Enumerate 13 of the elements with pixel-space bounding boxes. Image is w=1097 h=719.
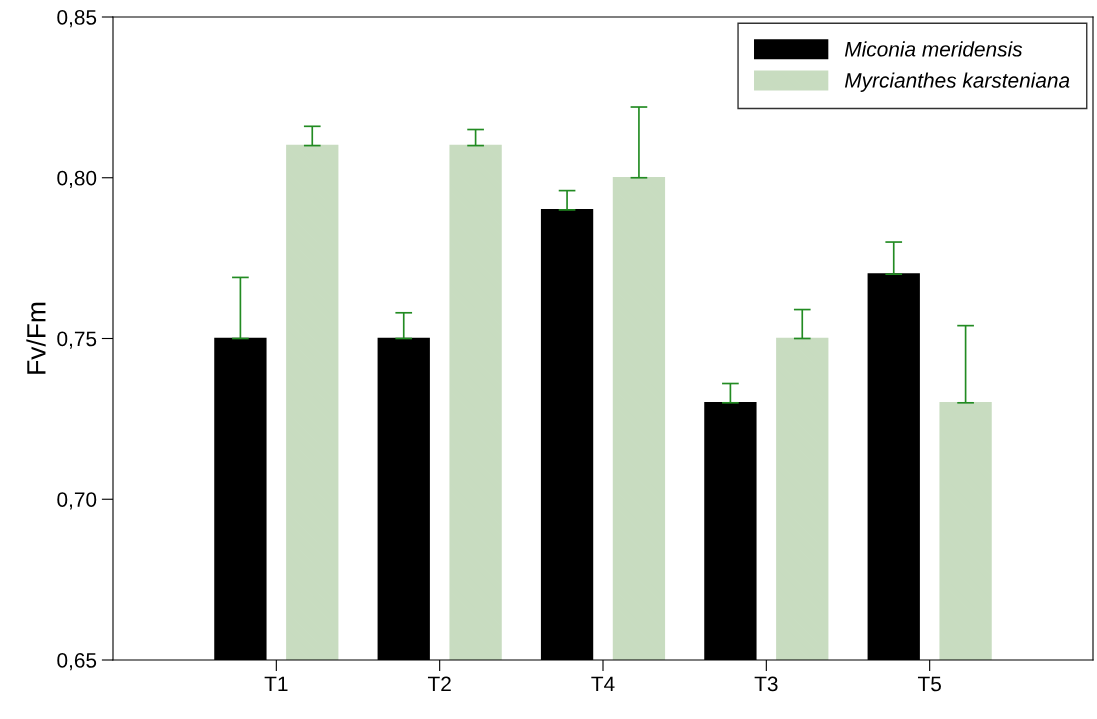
x-tick-label: T3: [754, 676, 778, 692]
x-tick-label: T1: [264, 676, 288, 692]
x-tick-label: T5: [917, 676, 941, 692]
y-axis-title: Fv/Fm: [26, 302, 46, 374]
y-tick-label: 0,75: [57, 331, 97, 349]
y-tick-label: 0,65: [57, 653, 97, 671]
y-tick-label: 0,85: [57, 10, 97, 28]
legend-label: Myrcianthes karsteniana: [844, 72, 1070, 92]
y-tick-label: 0,70: [57, 492, 97, 510]
x-tick-label: T2: [427, 676, 451, 692]
legend-label: Miconia meridensis: [844, 41, 1023, 57]
x-tick-label: T4: [591, 676, 615, 692]
y-tick-label: 0,80: [57, 170, 97, 188]
